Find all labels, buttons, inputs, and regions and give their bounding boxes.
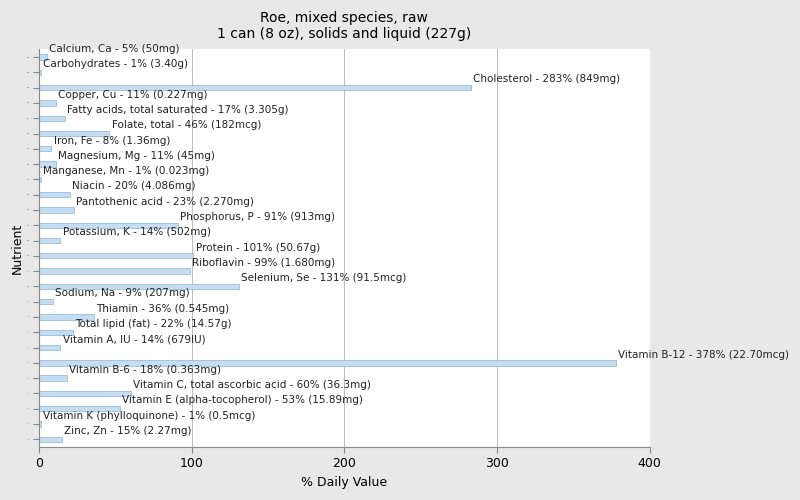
Bar	[39, 314, 94, 320]
Text: Total lipid (fat) - 22% (14.57g): Total lipid (fat) - 22% (14.57g)	[75, 319, 231, 329]
Bar	[39, 330, 73, 335]
Bar	[39, 253, 194, 258]
Bar	[39, 284, 239, 289]
Bar	[39, 85, 471, 90]
Bar	[39, 116, 65, 121]
Text: Potassium, K - 14% (502mg): Potassium, K - 14% (502mg)	[62, 227, 210, 237]
Bar	[39, 406, 120, 411]
Text: Calcium, Ca - 5% (50mg): Calcium, Ca - 5% (50mg)	[49, 44, 179, 54]
Text: Vitamin B-12 - 378% (22.70mcg): Vitamin B-12 - 378% (22.70mcg)	[618, 350, 790, 360]
Bar	[39, 208, 74, 212]
Text: Vitamin K (phylloquinone) - 1% (0.5mcg): Vitamin K (phylloquinone) - 1% (0.5mcg)	[43, 410, 255, 420]
Y-axis label: Nutrient: Nutrient	[11, 222, 24, 274]
Bar	[39, 360, 616, 366]
Text: Riboflavin - 99% (1.680mg): Riboflavin - 99% (1.680mg)	[193, 258, 335, 268]
Text: Manganese, Mn - 1% (0.023mg): Manganese, Mn - 1% (0.023mg)	[43, 166, 209, 176]
Bar	[39, 299, 53, 304]
Text: Selenium, Se - 131% (91.5mcg): Selenium, Se - 131% (91.5mcg)	[242, 273, 406, 283]
Text: Protein - 101% (50.67g): Protein - 101% (50.67g)	[195, 242, 320, 252]
Text: Vitamin B-6 - 18% (0.363mg): Vitamin B-6 - 18% (0.363mg)	[69, 365, 221, 375]
Bar	[39, 54, 46, 60]
Text: Iron, Fe - 8% (1.36mg): Iron, Fe - 8% (1.36mg)	[54, 136, 170, 145]
Title: Roe, mixed species, raw
1 can (8 oz), solids and liquid (227g): Roe, mixed species, raw 1 can (8 oz), so…	[218, 11, 471, 42]
Text: Vitamin C, total ascorbic acid - 60% (36.3mg): Vitamin C, total ascorbic acid - 60% (36…	[133, 380, 371, 390]
Text: Fatty acids, total saturated - 17% (3.305g): Fatty acids, total saturated - 17% (3.30…	[67, 105, 289, 115]
Bar	[39, 131, 110, 136]
Bar	[39, 268, 190, 274]
Bar	[39, 436, 62, 442]
Bar	[39, 345, 61, 350]
Bar	[39, 222, 178, 228]
Text: Magnesium, Mg - 11% (45mg): Magnesium, Mg - 11% (45mg)	[58, 151, 215, 161]
Text: Sodium, Na - 9% (207mg): Sodium, Na - 9% (207mg)	[55, 288, 190, 298]
Bar	[39, 238, 61, 243]
Text: Phosphorus, P - 91% (913mg): Phosphorus, P - 91% (913mg)	[180, 212, 335, 222]
Text: Vitamin E (alpha-tocopherol) - 53% (15.89mg): Vitamin E (alpha-tocopherol) - 53% (15.8…	[122, 396, 363, 406]
Text: Pantothenic acid - 23% (2.270mg): Pantothenic acid - 23% (2.270mg)	[77, 196, 254, 206]
Text: Thiamin - 36% (0.545mg): Thiamin - 36% (0.545mg)	[96, 304, 230, 314]
Bar	[39, 162, 56, 167]
Text: Niacin - 20% (4.086mg): Niacin - 20% (4.086mg)	[72, 182, 195, 192]
Text: Zinc, Zn - 15% (2.27mg): Zinc, Zn - 15% (2.27mg)	[64, 426, 192, 436]
Text: Cholesterol - 283% (849mg): Cholesterol - 283% (849mg)	[474, 74, 621, 85]
Bar	[39, 100, 56, 105]
Bar	[39, 376, 66, 381]
Bar	[39, 70, 41, 75]
Text: Vitamin A, IU - 14% (679IU): Vitamin A, IU - 14% (679IU)	[62, 334, 206, 344]
Bar	[39, 390, 130, 396]
Bar	[39, 176, 41, 182]
Text: Copper, Cu - 11% (0.227mg): Copper, Cu - 11% (0.227mg)	[58, 90, 208, 100]
Bar	[39, 146, 51, 152]
Text: Carbohydrates - 1% (3.40g): Carbohydrates - 1% (3.40g)	[43, 59, 188, 69]
X-axis label: % Daily Value: % Daily Value	[302, 476, 387, 489]
Text: Folate, total - 46% (182mcg): Folate, total - 46% (182mcg)	[111, 120, 261, 130]
Bar	[39, 422, 41, 426]
Bar	[39, 192, 70, 198]
